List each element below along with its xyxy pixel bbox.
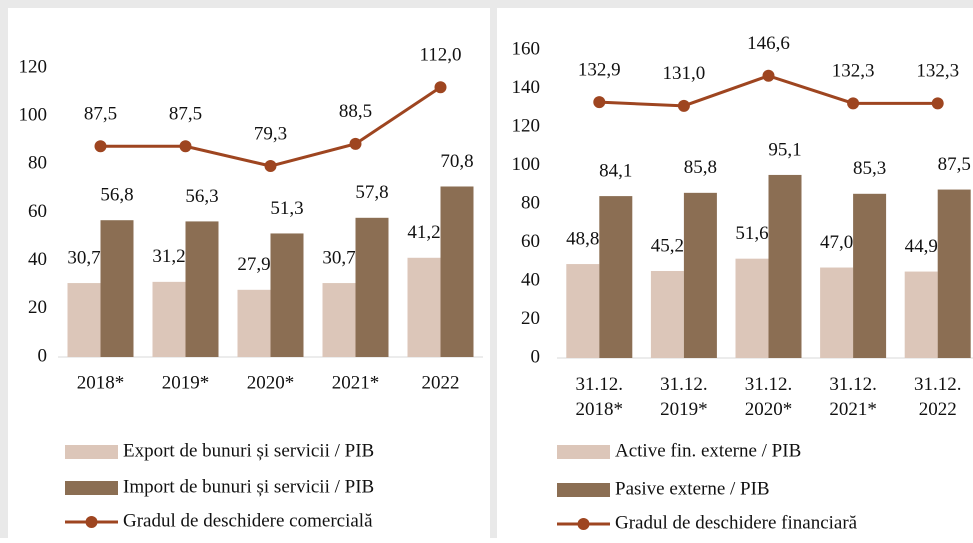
- line-marker: [931, 97, 944, 110]
- y-tick-label: 20: [28, 297, 47, 318]
- legend-label: Gradul de deschidere comercială: [123, 510, 373, 531]
- y-tick-label: 60: [521, 231, 540, 252]
- line-marker: [94, 140, 107, 153]
- legend-swatch: [65, 481, 118, 495]
- line-marker: [349, 137, 362, 150]
- data-label: 31,2: [152, 246, 185, 267]
- x-tick-label: 2020*: [247, 372, 295, 393]
- line-marker: [677, 99, 690, 112]
- legend-label: Gradul de deschidere financiară: [615, 512, 858, 533]
- y-tick-label: 40: [28, 249, 47, 270]
- y-tick-label: 60: [28, 201, 47, 222]
- legend-label: Export de bunuri și servicii / PIB: [123, 440, 374, 461]
- bar: [67, 283, 101, 357]
- legend-marker: [577, 518, 590, 530]
- y-tick-label: 40: [521, 269, 540, 290]
- data-label: 30,7: [67, 247, 100, 268]
- bar: [683, 192, 717, 358]
- line-marker: [847, 97, 860, 110]
- bar: [904, 271, 938, 358]
- data-label: 132,9: [578, 60, 621, 81]
- y-tick-label: 120: [512, 115, 541, 136]
- data-label: 79,3: [254, 123, 287, 144]
- data-label: 87,5: [938, 154, 971, 175]
- x-tick-label: 2018*: [77, 372, 125, 393]
- y-tick-label: 0: [38, 345, 48, 366]
- bar: [937, 189, 971, 358]
- line-marker: [264, 160, 277, 173]
- data-label: 48,8: [566, 228, 599, 249]
- x-tick-label: 31.12. 2021*: [829, 374, 877, 420]
- y-tick-label: 20: [521, 308, 540, 329]
- data-label: 56,3: [185, 186, 218, 207]
- legend-swatch: [557, 483, 610, 497]
- x-tick-label: 31.12. 2020*: [745, 374, 793, 420]
- y-tick-label: 160: [512, 38, 541, 59]
- data-label: 41,2: [407, 222, 440, 243]
- data-label: 131,0: [663, 63, 706, 84]
- data-label: 56,8: [100, 185, 133, 206]
- legend-label: Pasive externe / PIB: [615, 478, 770, 499]
- data-label: 57,8: [355, 182, 388, 203]
- legend-swatch: [65, 445, 118, 459]
- legend-label: Import de bunuri și servicii / PIB: [123, 476, 374, 497]
- x-tick-label: 31.12. 2022: [914, 374, 962, 420]
- x-tick-label: 31.12. 2018*: [576, 374, 624, 420]
- y-tick-label: 80: [28, 153, 47, 174]
- data-label: 132,3: [916, 61, 959, 82]
- data-label: 30,7: [322, 247, 355, 268]
- bar: [440, 186, 474, 357]
- data-label: 47,0: [820, 232, 853, 253]
- x-tick-label: 2022: [422, 372, 460, 393]
- data-label: 87,5: [169, 104, 202, 125]
- y-tick-label: 100: [19, 105, 48, 126]
- data-label: 112,0: [419, 45, 461, 66]
- bar: [820, 267, 854, 358]
- y-tick-label: 120: [19, 56, 48, 77]
- legend-swatch: [557, 445, 610, 459]
- data-label: 85,3: [853, 158, 886, 179]
- line-marker: [434, 81, 447, 94]
- bar: [407, 257, 441, 357]
- x-tick-label: 2021*: [332, 372, 380, 393]
- legend-marker: [85, 516, 98, 528]
- bar: [355, 217, 389, 357]
- bar: [185, 221, 219, 357]
- bar: [270, 233, 304, 357]
- data-label: 146,6: [747, 33, 790, 54]
- y-tick-label: 140: [512, 77, 541, 98]
- data-label: 84,1: [599, 160, 632, 181]
- data-label: 88,5: [339, 101, 372, 122]
- bar: [100, 220, 134, 357]
- bar: [566, 264, 600, 358]
- bar: [853, 193, 887, 358]
- data-label: 44,9: [905, 236, 938, 257]
- bar: [735, 258, 769, 358]
- y-tick-label: 0: [531, 346, 541, 367]
- line-marker: [179, 140, 192, 153]
- line-marker: [593, 96, 606, 109]
- data-label: 51,6: [735, 223, 768, 244]
- data-label: 45,2: [651, 235, 684, 256]
- data-label: 132,3: [832, 61, 875, 82]
- x-tick-label: 31.12. 2019*: [660, 374, 708, 420]
- data-label: 95,1: [768, 139, 801, 160]
- x-tick-label: 2019*: [162, 372, 210, 393]
- bar: [599, 196, 633, 358]
- y-tick-label: 100: [512, 154, 541, 175]
- data-label: 87,5: [84, 104, 117, 125]
- bar: [237, 289, 271, 357]
- line-marker: [762, 69, 775, 82]
- data-label: 85,8: [684, 157, 717, 178]
- data-label: 27,9: [237, 254, 270, 275]
- bar: [650, 270, 684, 358]
- y-tick-label: 80: [521, 192, 540, 213]
- bar: [152, 281, 186, 357]
- data-label: 70,8: [440, 151, 473, 172]
- legend-label: Active fin. externe / PIB: [615, 440, 801, 461]
- bar: [768, 174, 802, 358]
- bar: [322, 283, 356, 357]
- data-label: 51,3: [270, 198, 303, 219]
